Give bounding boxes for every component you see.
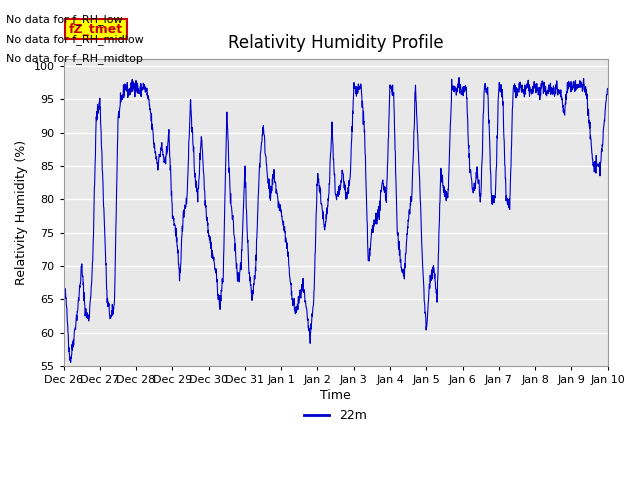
Text: No data for f_RH_midtop: No data for f_RH_midtop xyxy=(6,53,143,64)
Text: No data for f_RH_midlow: No data for f_RH_midlow xyxy=(6,34,144,45)
Y-axis label: Relativity Humidity (%): Relativity Humidity (%) xyxy=(15,140,28,285)
Title: Relativity Humidity Profile: Relativity Humidity Profile xyxy=(228,34,444,52)
Text: No data for f_RH_low: No data for f_RH_low xyxy=(6,14,123,25)
Text: fZ_tmet: fZ_tmet xyxy=(69,23,123,36)
Legend: 22m: 22m xyxy=(299,404,372,427)
X-axis label: Time: Time xyxy=(320,389,351,402)
